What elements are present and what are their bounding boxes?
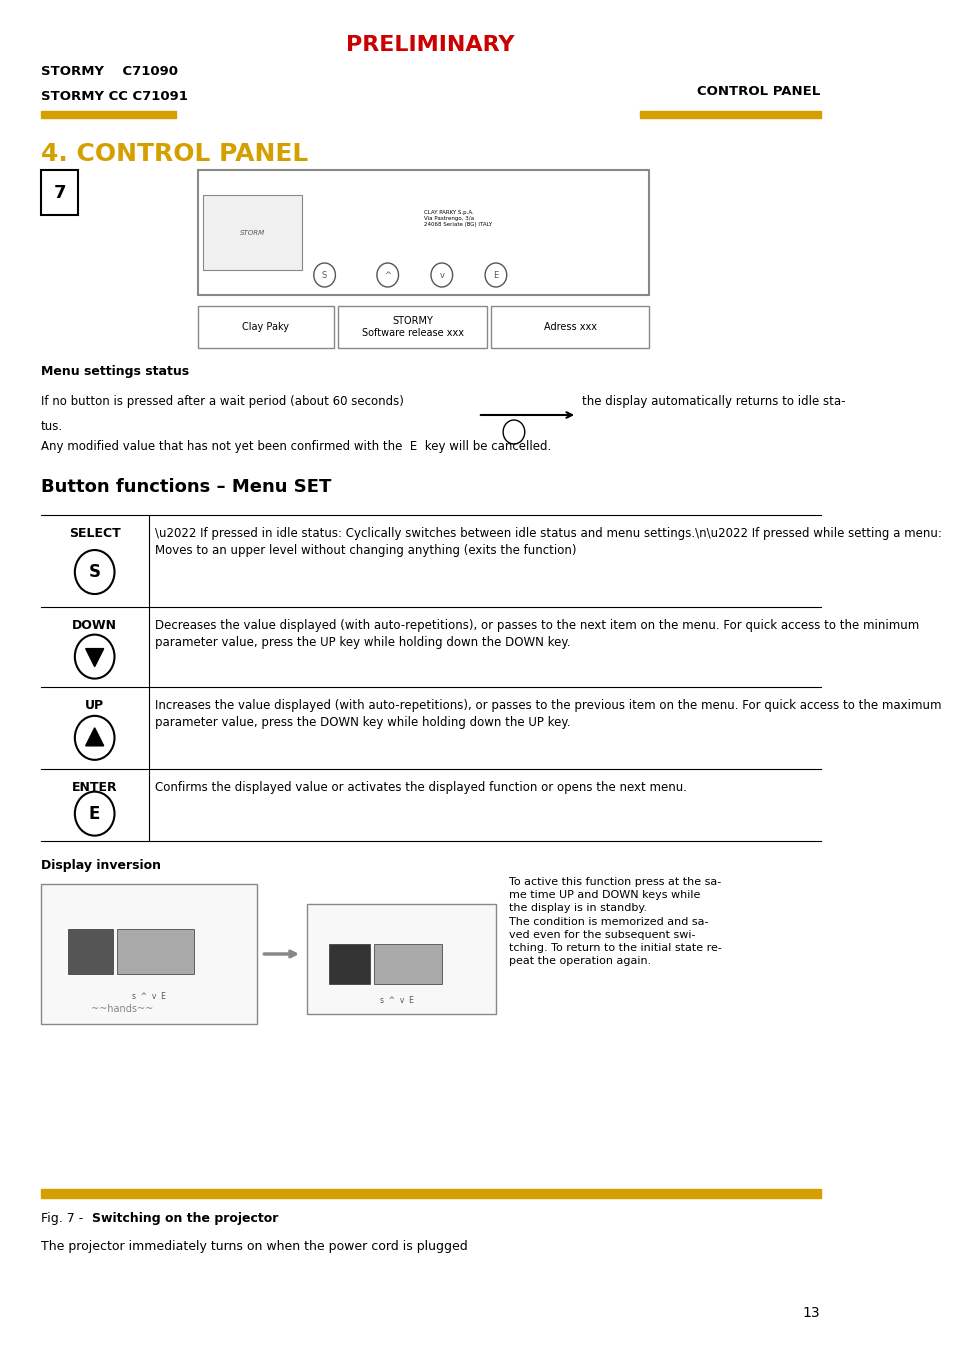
Text: ~~hands~~: ~~hands~~ (91, 1004, 152, 1014)
Text: If no button is pressed after a wait period (about 60 seconds): If no button is pressed after a wait per… (41, 396, 403, 408)
Text: \u2022 If pressed in idle status: Cyclically switches between idle status and me: \u2022 If pressed in idle status: Cyclic… (155, 526, 941, 558)
Bar (374, 944, 441, 984)
Text: Menu settings status: Menu settings status (41, 364, 189, 378)
Text: the display automatically returns to idle sta-: the display automatically returns to idl… (581, 396, 844, 408)
Text: SELECT: SELECT (69, 526, 120, 540)
Bar (203, 194, 302, 270)
Text: DOWN: DOWN (72, 620, 117, 632)
Bar (117, 929, 193, 973)
Text: STORMY    C71090: STORMY C71090 (41, 65, 177, 78)
Text: 4. CONTROL PANEL: 4. CONTROL PANEL (41, 142, 308, 166)
Bar (306, 904, 496, 1014)
Text: PRELIMINARY: PRELIMINARY (346, 35, 514, 55)
Text: The projector immediately turns on when the power cord is plugged: The projector immediately turns on when … (41, 1241, 467, 1253)
Bar (41, 111, 175, 117)
Text: To active this function press at the sa-
me time UP and DOWN keys while
the disp: To active this function press at the sa-… (509, 878, 721, 967)
Text: Increases the value displayed (with auto-repetitions), or passes to the previous: Increases the value displayed (with auto… (155, 699, 941, 729)
Bar (198, 306, 334, 348)
Text: CLAY PARKY S.p.A.
Via Pastrengo, 3/a
24068 Seriate (BG) ITALY: CLAY PARKY S.p.A. Via Pastrengo, 3/a 240… (423, 211, 492, 227)
Text: 7: 7 (53, 184, 66, 202)
Text: s  ^  v  E: s ^ v E (132, 992, 166, 1000)
Text: tus.: tus. (41, 420, 63, 433)
Text: S: S (89, 563, 101, 580)
Bar (329, 944, 370, 984)
Text: 13: 13 (802, 1305, 820, 1320)
Text: Switching on the projector: Switching on the projector (91, 1212, 278, 1224)
Text: ENTER: ENTER (71, 782, 117, 794)
Text: Any modified value that has not yet been confirmed with the  E  key will be canc: Any modified value that has not yet been… (41, 440, 550, 454)
Bar (198, 170, 648, 296)
Bar (41, 884, 256, 1025)
Text: ^: ^ (384, 270, 391, 279)
Bar (337, 306, 486, 348)
Text: Clay Paky: Clay Paky (242, 323, 289, 332)
Polygon shape (86, 648, 104, 667)
Bar (41, 170, 78, 215)
Text: Decreases the value displayed (with auto-repetitions), or passes to the next ite: Decreases the value displayed (with auto… (155, 620, 919, 649)
Bar (639, 111, 820, 117)
Text: Display inversion: Display inversion (41, 859, 160, 872)
Bar (68, 929, 112, 973)
FancyArrowPatch shape (264, 949, 299, 958)
Text: Button functions – Menu SET: Button functions – Menu SET (41, 478, 331, 495)
Bar (41, 1189, 820, 1197)
Text: E: E (493, 270, 498, 279)
Text: STORMY
Software release xxx: STORMY Software release xxx (361, 316, 463, 338)
Bar (491, 306, 648, 348)
Polygon shape (86, 728, 104, 745)
Text: v: v (438, 270, 444, 279)
Text: UP: UP (85, 699, 104, 711)
Text: Adress xxx: Adress xxx (543, 323, 597, 332)
Text: E: E (89, 805, 100, 822)
Text: STORM: STORM (239, 230, 265, 236)
Text: Confirms the displayed value or activates the displayed function or opens the ne: Confirms the displayed value or activate… (155, 782, 686, 794)
Text: STORMY CC C71091: STORMY CC C71091 (41, 90, 187, 103)
Text: Fig. 7 -: Fig. 7 - (41, 1212, 87, 1224)
Text: CONTROL PANEL: CONTROL PANEL (697, 85, 820, 99)
Text: S: S (321, 270, 327, 279)
Text: s  ^  v  E: s ^ v E (379, 996, 414, 1004)
